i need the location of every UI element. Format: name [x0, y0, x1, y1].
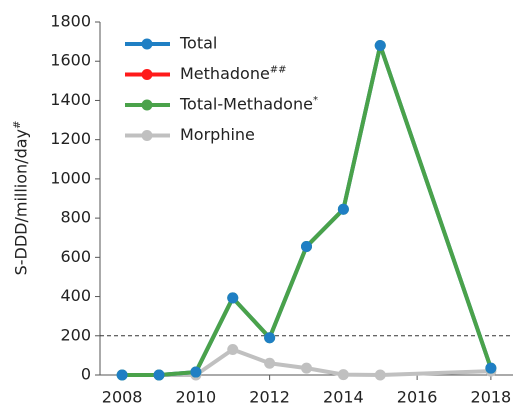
data-point	[264, 357, 276, 369]
y-tick-label: 1800	[50, 12, 91, 31]
data-point	[301, 362, 312, 374]
legend-marker	[141, 69, 153, 80]
y-tick-label: 600	[60, 247, 91, 266]
y-tick-label: 1000	[50, 168, 91, 187]
y-axis-label: S-DDD/million/day#	[12, 121, 31, 276]
data-point	[264, 332, 276, 344]
y-tick-label: 200	[60, 325, 91, 344]
x-tick-label: 2008	[102, 388, 143, 407]
legend-label: Total	[179, 34, 217, 53]
data-point	[374, 40, 386, 52]
y-tick-label: 400	[60, 286, 91, 305]
x-tick-label: 2010	[176, 388, 217, 407]
y-tick-label: 0	[81, 365, 91, 384]
legend-marker	[141, 38, 153, 50]
x-tick-label: 2014	[323, 388, 364, 407]
data-point	[227, 292, 239, 304]
data-point	[190, 366, 202, 378]
legend-label: Morphine	[180, 125, 255, 144]
y-tick-label: 800	[60, 208, 91, 227]
data-point	[227, 344, 239, 356]
data-point	[301, 241, 312, 253]
legend-label: Methadone##	[180, 64, 287, 83]
x-tick-label: 2016	[397, 388, 438, 407]
series-line	[159, 347, 491, 377]
data-point	[153, 369, 165, 381]
y-tick-label: 1200	[50, 129, 91, 148]
legend-label: Total-Methadone*	[179, 95, 318, 114]
x-tick-label: 2012	[249, 388, 290, 407]
data-point	[485, 362, 497, 374]
data-point	[374, 369, 386, 381]
data-point	[337, 369, 349, 381]
y-tick-label: 1600	[50, 51, 91, 70]
y-tick-label: 1400	[50, 90, 91, 109]
data-point	[116, 369, 128, 381]
legend-marker	[141, 130, 153, 141]
data-point	[337, 203, 349, 215]
legend-marker	[141, 99, 153, 111]
x-tick-label: 2018	[471, 388, 512, 407]
